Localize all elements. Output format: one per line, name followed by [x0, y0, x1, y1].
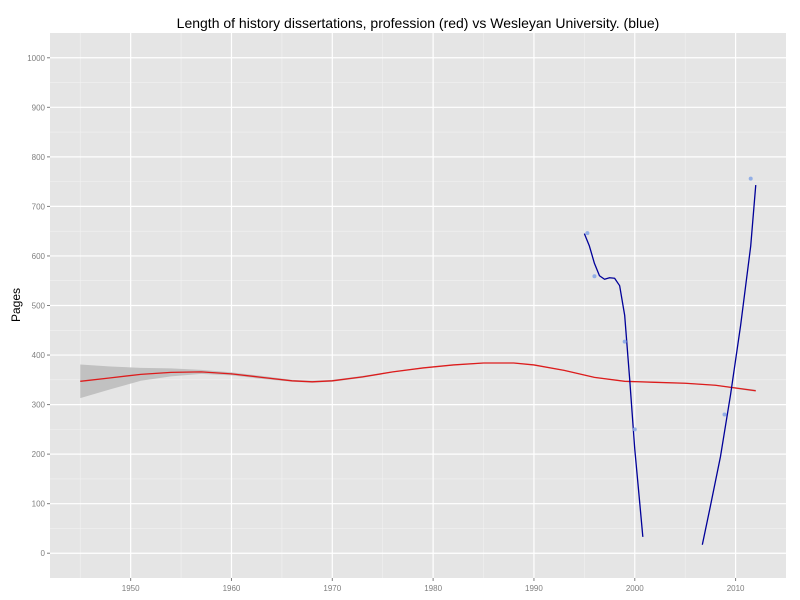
y-tick-label: 800	[32, 153, 46, 162]
x-tick-label: 1970	[323, 584, 341, 593]
y-tick-label: 1000	[27, 54, 45, 63]
x-tick-label: 1960	[223, 584, 241, 593]
y-tick-label: 0	[41, 549, 46, 558]
wesleyan-point	[722, 412, 727, 417]
y-tick-label: 900	[32, 103, 46, 112]
x-tick-label: 2010	[727, 584, 745, 593]
wesleyan-point	[632, 427, 637, 432]
wesleyan-point	[748, 176, 753, 181]
y-tick-label: 300	[32, 401, 46, 410]
y-axis-label: Pages	[9, 288, 23, 322]
x-tick-label: 2000	[626, 584, 644, 593]
x-tick-label: 1990	[525, 584, 543, 593]
x-tick-label: 1980	[424, 584, 442, 593]
y-tick-label: 700	[32, 202, 46, 211]
wesleyan-point	[622, 339, 627, 344]
plot-area: 1950 1960 1970 1980 1990 2000 2010 0 100 200 300 40…	[27, 33, 786, 593]
chart-title: Length of history dissertations, profess…	[177, 15, 660, 31]
x-tick-label: 1950	[122, 584, 140, 593]
wesleyan-point	[585, 231, 590, 236]
wesleyan-smooth-line	[583, 233, 644, 537]
y-tick-label: 400	[32, 351, 46, 360]
wesleyan-point	[592, 274, 597, 279]
y-tick-label: 600	[32, 252, 46, 261]
wesleyan-smooth-line	[701, 185, 757, 545]
y-tick-label: 200	[32, 450, 46, 459]
y-tick-label: 500	[32, 302, 46, 311]
y-tick-label: 100	[32, 500, 46, 509]
